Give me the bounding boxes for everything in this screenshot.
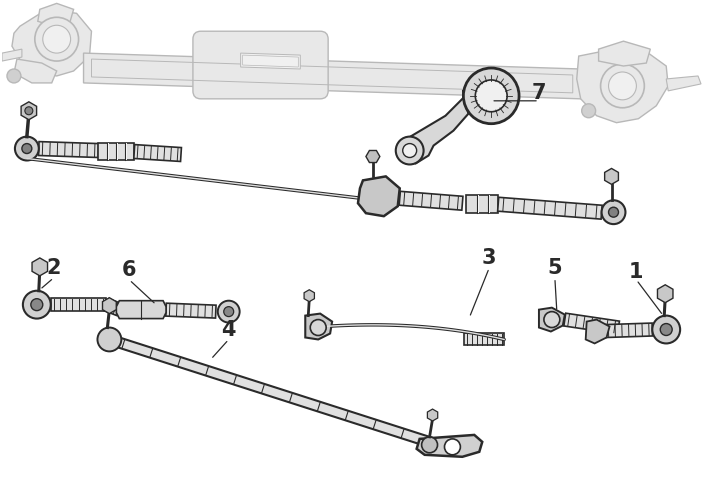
Text: 5: 5 xyxy=(547,258,562,278)
Circle shape xyxy=(660,323,672,336)
Polygon shape xyxy=(103,298,116,314)
Circle shape xyxy=(310,319,326,336)
Circle shape xyxy=(403,144,416,157)
Polygon shape xyxy=(51,298,107,311)
Circle shape xyxy=(609,207,619,217)
Polygon shape xyxy=(240,53,300,69)
Text: 2: 2 xyxy=(47,258,61,278)
Polygon shape xyxy=(599,41,650,66)
Polygon shape xyxy=(12,9,91,76)
Polygon shape xyxy=(117,143,118,161)
Circle shape xyxy=(25,107,33,115)
Polygon shape xyxy=(37,3,74,26)
Polygon shape xyxy=(32,258,47,276)
Polygon shape xyxy=(39,142,99,157)
Circle shape xyxy=(223,307,234,317)
Polygon shape xyxy=(166,303,216,318)
Circle shape xyxy=(22,144,32,153)
Polygon shape xyxy=(2,49,22,61)
Circle shape xyxy=(582,104,595,118)
Circle shape xyxy=(15,137,39,161)
Circle shape xyxy=(98,327,122,351)
Polygon shape xyxy=(305,314,332,340)
Circle shape xyxy=(23,291,51,318)
Polygon shape xyxy=(21,102,37,120)
Polygon shape xyxy=(666,76,701,91)
Polygon shape xyxy=(464,334,504,345)
Polygon shape xyxy=(304,290,315,302)
Text: 3: 3 xyxy=(482,248,496,268)
Polygon shape xyxy=(98,143,134,161)
Polygon shape xyxy=(14,59,57,83)
Polygon shape xyxy=(658,285,673,303)
Polygon shape xyxy=(83,53,580,99)
Circle shape xyxy=(218,301,240,322)
Circle shape xyxy=(396,137,423,165)
Text: 6: 6 xyxy=(122,260,136,280)
FancyBboxPatch shape xyxy=(193,31,328,99)
Polygon shape xyxy=(592,323,653,338)
Circle shape xyxy=(475,80,507,112)
Circle shape xyxy=(463,68,519,123)
Circle shape xyxy=(31,299,42,311)
Polygon shape xyxy=(358,176,399,216)
Text: 7: 7 xyxy=(532,83,547,103)
Polygon shape xyxy=(108,335,446,452)
Polygon shape xyxy=(107,143,110,161)
Circle shape xyxy=(602,200,626,224)
Polygon shape xyxy=(416,435,482,457)
Polygon shape xyxy=(428,409,438,421)
Polygon shape xyxy=(366,150,380,163)
Polygon shape xyxy=(604,169,619,184)
Polygon shape xyxy=(577,49,668,122)
Circle shape xyxy=(35,17,78,61)
Polygon shape xyxy=(477,196,479,213)
Circle shape xyxy=(609,72,636,100)
Polygon shape xyxy=(498,197,602,219)
Polygon shape xyxy=(467,196,498,213)
Circle shape xyxy=(7,69,21,83)
Circle shape xyxy=(544,312,560,327)
Polygon shape xyxy=(134,145,182,162)
Polygon shape xyxy=(402,90,468,164)
Circle shape xyxy=(653,316,680,343)
Polygon shape xyxy=(125,143,127,161)
Circle shape xyxy=(421,437,438,453)
Polygon shape xyxy=(564,313,619,334)
Polygon shape xyxy=(488,196,489,213)
Text: 4: 4 xyxy=(221,319,236,340)
Polygon shape xyxy=(399,191,463,210)
Circle shape xyxy=(42,25,71,53)
Polygon shape xyxy=(104,298,122,316)
Polygon shape xyxy=(539,308,565,332)
Polygon shape xyxy=(585,319,609,343)
Circle shape xyxy=(445,439,460,455)
Text: 1: 1 xyxy=(629,262,643,282)
Circle shape xyxy=(600,64,644,108)
Polygon shape xyxy=(117,301,166,318)
